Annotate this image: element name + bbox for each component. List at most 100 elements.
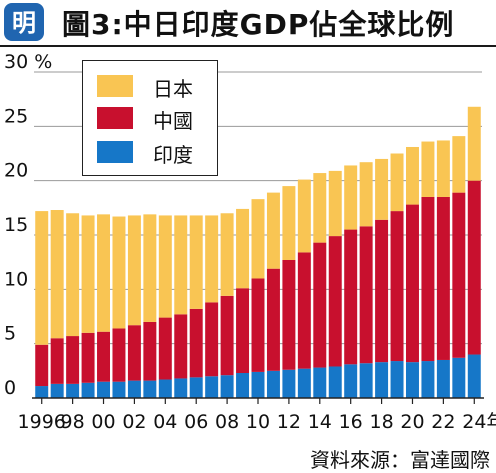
bar-segment-japan-2014 xyxy=(313,173,327,243)
bar-segment-india-2017 xyxy=(359,363,373,398)
bar-segment-china-2004 xyxy=(158,317,172,380)
bar-segment-india-2024 xyxy=(467,354,481,398)
bar-segment-india-1999 xyxy=(81,382,95,398)
y-tick-label: 15 xyxy=(4,214,28,236)
bar-segment-india-2013 xyxy=(297,368,311,398)
bar-segment-china-2018 xyxy=(375,219,389,363)
bar-segment-india-2020 xyxy=(405,362,419,398)
bar-segment-japan-2018 xyxy=(375,158,389,220)
bar-segment-india-2009 xyxy=(236,373,250,398)
bar-segment-japan-2006 xyxy=(189,215,203,309)
bar-segment-india-2001 xyxy=(112,381,126,398)
bar-segment-japan-2002 xyxy=(127,215,141,326)
bar-segment-japan-2012 xyxy=(282,186,296,260)
bar-segment-japan-2020 xyxy=(405,146,419,205)
bar-segment-japan-2001 xyxy=(112,216,126,329)
bar-segment-india-2008 xyxy=(220,375,234,398)
bar-segment-china-2024 xyxy=(467,180,481,355)
bar-segment-india-2011 xyxy=(266,370,280,398)
bar-segment-india-2019 xyxy=(390,361,404,398)
bar-segment-china-2002 xyxy=(127,325,141,381)
bar-segment-japan-2008 xyxy=(220,213,234,296)
bar-segment-china-1999 xyxy=(81,332,95,383)
bar-segment-china-2003 xyxy=(143,321,157,381)
bar-segment-japan-2022 xyxy=(436,140,450,197)
bar-segment-china-2019 xyxy=(390,211,404,362)
chart-title: 圖3:中日印度GDP佔全球比例 xyxy=(62,8,455,41)
x-tick-label: 06 xyxy=(184,411,208,433)
legend-label-japan: 日本 xyxy=(153,77,193,101)
logo-background xyxy=(4,3,44,41)
header: 明 圖3:中日印度GDP佔全球比例 xyxy=(0,0,496,44)
bar-segment-china-2007 xyxy=(205,302,219,377)
title-divider xyxy=(0,45,496,47)
bar-segment-china-2014 xyxy=(313,242,327,368)
source-note: 資料來源：富達國際 xyxy=(310,448,490,472)
bar-segment-china-2000 xyxy=(97,331,111,382)
x-tick-label: 16 xyxy=(339,411,363,433)
bar-segment-china-2016 xyxy=(344,229,358,365)
bar-segment-india-2005 xyxy=(174,378,188,398)
bar-segment-china-2017 xyxy=(359,226,373,364)
x-tick-label: 04 xyxy=(153,411,177,433)
bar-segment-india-2004 xyxy=(158,379,172,398)
y-tick-label: 0 xyxy=(4,377,16,399)
x-tick-label: 24年 xyxy=(462,411,496,433)
x-tick-label: 08 xyxy=(215,411,239,433)
bar-segment-china-2012 xyxy=(282,259,296,370)
bar-segment-china-2021 xyxy=(421,196,435,362)
x-tick-label: 98 xyxy=(61,411,85,433)
bar-segment-japan-2019 xyxy=(390,153,404,212)
bar-segment-japan-2013 xyxy=(297,179,311,253)
bar-segment-india-2014 xyxy=(313,367,327,398)
x-tick-label: 1996 xyxy=(18,411,66,433)
bar-segment-india-2015 xyxy=(328,366,342,398)
bar-segment-japan-2011 xyxy=(266,192,280,269)
bar-segment-japan-1998 xyxy=(66,213,80,337)
bar-segment-china-1997 xyxy=(50,338,64,384)
bar-segment-japan-2007 xyxy=(205,215,219,303)
bar-segment-china-2013 xyxy=(297,252,311,369)
bar-segment-japan-2024 xyxy=(467,106,481,181)
bar-segment-india-1998 xyxy=(66,383,80,398)
bar-segment-india-2007 xyxy=(205,376,219,398)
bar-segment-india-2003 xyxy=(143,380,157,398)
bar-segment-japan-2005 xyxy=(174,215,188,315)
bar-segment-china-1998 xyxy=(66,336,80,384)
bar-segment-japan-2010 xyxy=(251,199,265,279)
bar-segment-japan-1996 xyxy=(35,211,49,345)
bar-segment-japan-2021 xyxy=(421,141,435,197)
bar-segment-china-2011 xyxy=(266,268,280,371)
x-tick-label: 00 xyxy=(91,411,115,433)
bar-segment-china-2020 xyxy=(405,204,419,363)
x-tick-label: 18 xyxy=(369,411,393,433)
bar-segment-india-2016 xyxy=(344,364,358,398)
bar-segment-india-2002 xyxy=(127,380,141,398)
x-tick-label: 20 xyxy=(400,411,424,433)
bar-segment-india-2018 xyxy=(375,362,389,398)
y-tick-label: 20 xyxy=(4,160,28,182)
logo-text: 明 xyxy=(12,9,36,37)
bar-segment-india-2023 xyxy=(452,357,466,398)
bar-segment-japan-1999 xyxy=(81,215,95,333)
bar-segment-china-2009 xyxy=(236,288,250,374)
x-tick-label: 14 xyxy=(308,411,332,433)
bar-segment-india-2022 xyxy=(436,359,450,398)
bar-segment-japan-2004 xyxy=(158,215,172,318)
bar-segment-india-2021 xyxy=(421,361,435,398)
y-tick-label: 30 % xyxy=(4,51,52,73)
bar-segment-india-1997 xyxy=(50,383,64,398)
bar-segment-japan-2003 xyxy=(143,214,157,322)
bar-segment-japan-2015 xyxy=(328,170,342,237)
bar-segment-japan-2017 xyxy=(359,162,373,227)
chart-legend: 日本 中國 印度 xyxy=(82,60,218,176)
bar-segment-india-2006 xyxy=(189,377,203,398)
legend-label-china: 中國 xyxy=(153,109,193,133)
bar-segment-japan-1997 xyxy=(50,210,64,339)
bar-segment-china-2023 xyxy=(452,192,466,358)
newspaper-logo-icon: 明 xyxy=(4,3,44,41)
x-tick-label: 10 xyxy=(246,411,270,433)
x-tick-label: 02 xyxy=(122,411,146,433)
x-tick-label: 12 xyxy=(277,411,301,433)
